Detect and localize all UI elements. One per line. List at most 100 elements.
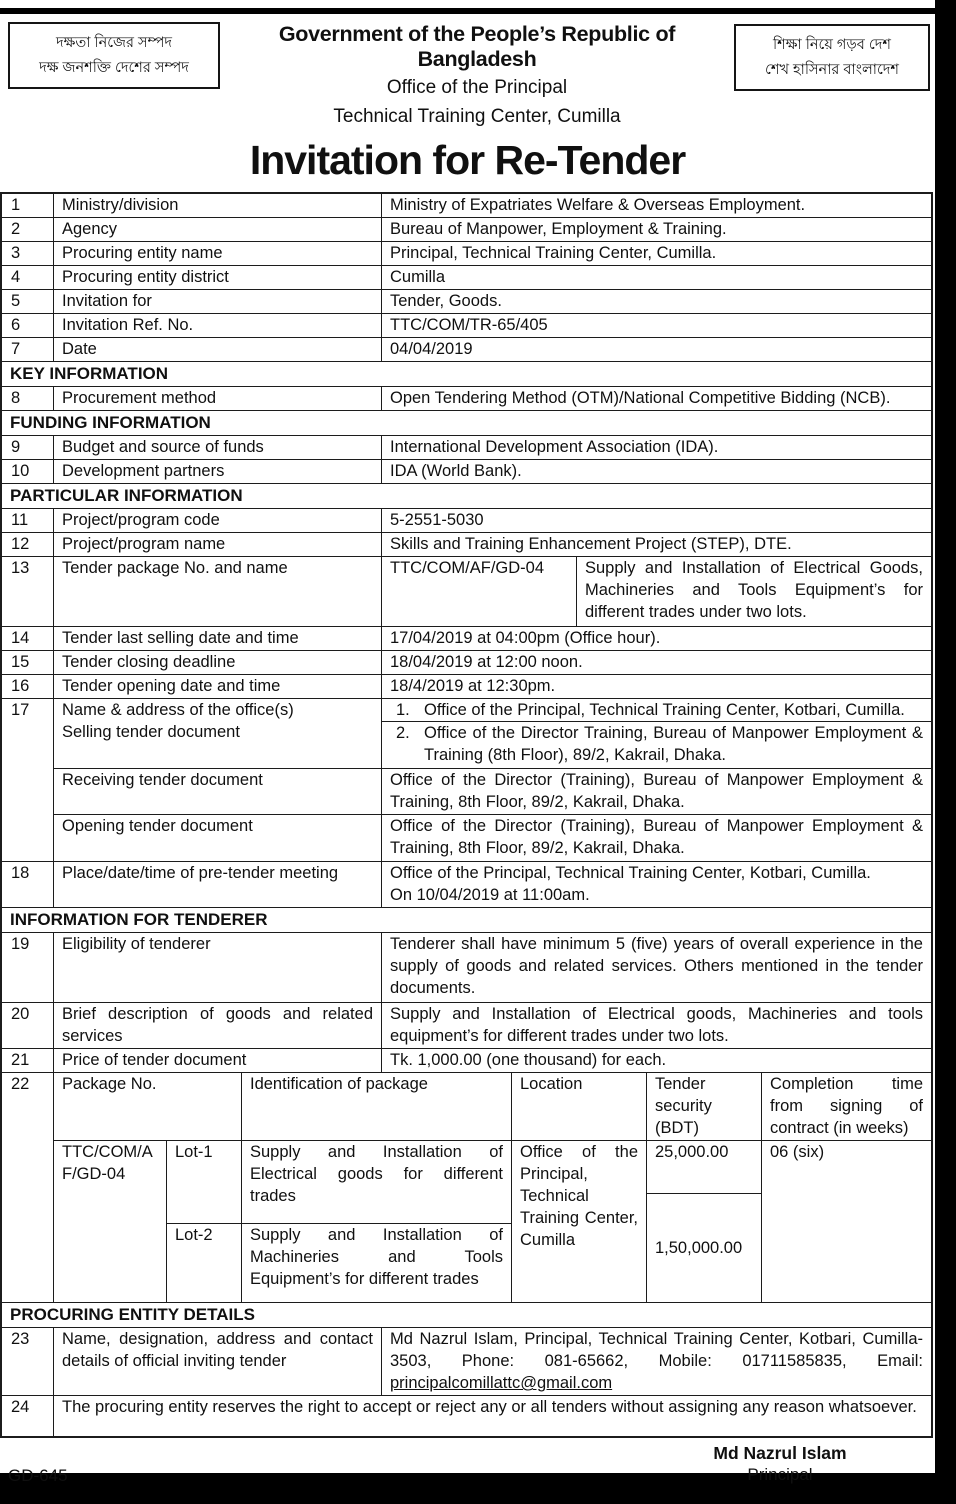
table-row-2: 2 Agency Bureau of Manpower, Employment … [2, 218, 931, 243]
tender-table: 1 Ministry/division Ministry of Expatria… [0, 192, 933, 1439]
item-number: 2. [396, 724, 410, 743]
table-row-20: 20 Brief description of goods and relate… [2, 1003, 931, 1050]
row-number: 1 [2, 194, 54, 218]
government-title: Government of the People’s Republic of B… [278, 22, 676, 71]
section-particular-information: PARTICULAR INFORMATION [2, 484, 931, 510]
table-row-15: 15 Tender closing deadline 18/04/2019 at… [2, 651, 931, 676]
row-number: 11 [2, 509, 54, 533]
item-number: 1. [396, 701, 410, 720]
row-number: 14 [2, 627, 54, 651]
signature-block: Md Nazrul Islam Principal [680, 1442, 880, 1486]
slogan-left-line2: দক্ষ জনশক্তি দেশের সম্পদ [39, 59, 189, 76]
selling-label-line2: Selling tender document [62, 723, 240, 742]
lot-1-cell: Lot-1 [167, 1141, 241, 1225]
table-row-3: 3 Procuring entity name Principal, Techn… [2, 242, 931, 267]
row-label: Name, designation, address and contact d… [54, 1328, 382, 1396]
table-row-6: 6 Invitation Ref. No. TTC/COM/TR-65/405 [2, 314, 931, 339]
row-value: Cumilla [390, 268, 446, 287]
row-number: 2 [2, 218, 54, 242]
row-value: Skills and Training Enhancement Project … [390, 535, 792, 554]
package-no-and-name: TTC/COM/AF/GD-04 Supply and Installation… [382, 557, 931, 627]
section-key-information: KEY INFORMATION [2, 362, 931, 388]
package-code: TTC/COM/AF/GD-04 [382, 557, 577, 627]
document-footer: GD-645 Md Nazrul Islam Principal [0, 1438, 935, 1490]
row-number: 8 [2, 387, 54, 411]
row-value: Tenderer shall have minimum 5 (five) yea… [390, 935, 923, 998]
receiving-subrow: Receiving tender document Office of the … [54, 769, 931, 816]
row-label: Tender closing deadline [54, 651, 382, 675]
row-value: Open Tendering Method (OTM)/National Com… [390, 389, 891, 408]
row-value: Md Nazrul Islam, Principal, Technical Tr… [382, 1328, 931, 1395]
opening-subrow: Opening tender document Office of the Di… [54, 815, 931, 862]
row-17-body: Name & address of the office(s) Selling … [54, 699, 931, 862]
row-number: 6 [2, 314, 54, 338]
table-row-13: 13 Tender package No. and name TTC/COM/A… [2, 557, 931, 628]
receiving-label: Receiving tender document [54, 769, 382, 815]
row-number: 24 [2, 1396, 54, 1437]
item-text: Office of the Director Training, Bureau … [424, 724, 923, 765]
row-label: Price of tender document [54, 1049, 382, 1073]
header-location: Location [512, 1073, 647, 1141]
table-row-21: 21 Price of tender document Tk. 1,000.00… [2, 1049, 931, 1074]
row-value: 18/04/2019 at 12:00 noon. [390, 653, 583, 672]
header-tender-security: Tender security (BDT) [647, 1073, 762, 1141]
row-number: 7 [2, 338, 54, 362]
scan-right-edge [935, 0, 956, 1504]
row-label: Tender package No. and name [54, 557, 382, 627]
row-value: TTC/COM/TR-65/405 [390, 316, 548, 335]
table-row-19: 19 Eligibility of tenderer Tenderer shal… [2, 933, 931, 1004]
tender-security-column: 25,000.00 1,50,000.00 [647, 1141, 762, 1303]
identification-column: Supply and Installation of Electrical go… [242, 1141, 512, 1303]
opening-value: Office of the Director (Training), Burea… [390, 817, 923, 858]
table-row-7: 7 Date 04/04/2019 [2, 338, 931, 363]
slogan-box-right: শিক্ষা নিয়ে গড়ব দেশ শেখ হাসিনার বাংলাদ… [734, 24, 930, 92]
row-label: Brief description of goods and related s… [54, 1003, 382, 1049]
row-label: Invitation Ref. No. [54, 314, 382, 338]
row-label: Development partners [54, 460, 382, 484]
row-label: Eligibility of tenderer [54, 933, 382, 1003]
row-number: 5 [2, 290, 54, 314]
row-label: Date [54, 338, 382, 362]
row-value: Bureau of Manpower, Employment & Trainin… [390, 220, 727, 239]
selling-office-2: 2. Office of the Director Training, Bure… [382, 722, 931, 768]
row-number: 16 [2, 675, 54, 699]
lot-2-cell: Lot-2 [175, 1226, 213, 1245]
email-address: principalcomillattc@gmail.com [390, 1374, 613, 1393]
row-number: 9 [2, 436, 54, 460]
row-label: Project/program code [54, 509, 382, 533]
header-completion-time: Completion time from signing of contract… [770, 1075, 923, 1138]
signature-title: Principal [747, 1465, 813, 1485]
table-row-23: 23 Name, designation, address and contac… [2, 1328, 931, 1397]
completion-time-cell: 06 (six) [770, 1143, 825, 1162]
lot-1-security: 25,000.00 [647, 1141, 761, 1195]
row-label: Tender opening date and time [54, 675, 382, 699]
row-number: 22 [2, 1073, 54, 1303]
table-row-11: 11 Project/program code 5-2551-5030 [2, 509, 931, 534]
row-label: Procurement method [54, 387, 382, 411]
location-cell: Office of the Principal, Technical Train… [512, 1141, 647, 1303]
row-label: Ministry/division [54, 194, 382, 218]
table-row-17: 17 Name & address of the office(s) Selli… [2, 699, 931, 863]
row-number: 13 [2, 557, 54, 627]
row-label: Procuring entity district [54, 266, 382, 290]
pre-tender-time: On 10/04/2019 at 11:00am. [390, 886, 590, 905]
receiving-value: Office of the Director (Training), Burea… [390, 771, 923, 812]
row-label: Agency [54, 218, 382, 242]
package-name: Supply and Installation of Electrical Go… [585, 559, 923, 622]
table-row-24: 24 The procuring entity reserves the rig… [2, 1396, 931, 1437]
row-value: 5-2551-5030 [390, 511, 484, 530]
table-row-12: 12 Project/program name Skills and Train… [2, 533, 931, 558]
row-value: 18/4/2019 at 12:30pm. [390, 677, 556, 696]
section-funding-information: FUNDING INFORMATION [2, 411, 931, 437]
table-row-14: 14 Tender last selling date and time 17/… [2, 627, 931, 652]
row-value: International Development Association (I… [390, 438, 719, 457]
row-number: 12 [2, 533, 54, 557]
row-value: 04/04/2019 [390, 340, 473, 359]
center-line: Technical Training Center, Cumilla [333, 106, 621, 128]
slogan-right-line2: শেখ হাসিনার বাংলাদেশ [765, 61, 899, 78]
row-label: Tender last selling date and time [54, 627, 382, 651]
header-identification: Identification of package [242, 1073, 512, 1141]
selling-label-line1: Name & address of the office(s) [62, 701, 294, 720]
row-label: Project/program name [54, 533, 382, 557]
